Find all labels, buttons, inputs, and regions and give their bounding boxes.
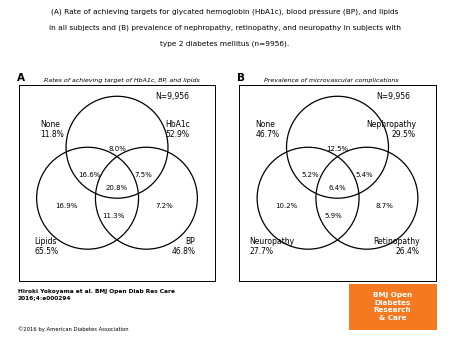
Text: 20.8%: 20.8% <box>106 186 128 191</box>
Text: 7.2%: 7.2% <box>155 203 173 209</box>
Text: A: A <box>17 73 25 83</box>
Text: 11.3%: 11.3% <box>102 213 124 219</box>
Text: Hiroki Yokoyama et al. BMJ Open Diab Res Care
2016;4:e000294: Hiroki Yokoyama et al. BMJ Open Diab Res… <box>18 289 175 300</box>
Text: 11.8%: 11.8% <box>40 129 64 139</box>
Text: 16.9%: 16.9% <box>55 203 77 209</box>
Text: 8.7%: 8.7% <box>376 203 393 209</box>
Text: None: None <box>255 120 275 129</box>
Text: 27.7%: 27.7% <box>249 247 273 256</box>
Text: Nephropathy: Nephropathy <box>366 120 416 129</box>
Text: 12.5%: 12.5% <box>326 146 349 152</box>
Text: 29.5%: 29.5% <box>392 129 416 139</box>
Text: type 2 diabetes mellitus (n=9956).: type 2 diabetes mellitus (n=9956). <box>160 41 290 47</box>
Text: in all subjects and (B) prevalence of nephropathy, retinopathy, and neuropathy i: in all subjects and (B) prevalence of ne… <box>49 25 401 31</box>
Text: BMJ Open
Diabetes
Research
& Care: BMJ Open Diabetes Research & Care <box>373 292 412 321</box>
Text: 5.9%: 5.9% <box>325 213 342 219</box>
Text: None: None <box>40 120 60 129</box>
Text: B: B <box>237 73 245 83</box>
Text: Retinopathy: Retinopathy <box>373 237 420 246</box>
Text: (A) Rate of achieving targets for glycated hemoglobin (HbA1c), blood pressure (B: (A) Rate of achieving targets for glycat… <box>51 8 399 15</box>
Text: 5.4%: 5.4% <box>355 172 373 178</box>
Text: ©2016 by American Diabetes Association: ©2016 by American Diabetes Association <box>18 326 129 332</box>
Text: 26.4%: 26.4% <box>396 247 420 256</box>
Text: 46.8%: 46.8% <box>171 247 195 256</box>
Text: 7.5%: 7.5% <box>135 172 153 178</box>
Text: 6.4%: 6.4% <box>328 186 346 191</box>
Text: Prevalence of microvascular complications: Prevalence of microvascular complication… <box>264 78 399 83</box>
Text: 52.9%: 52.9% <box>166 129 189 139</box>
Text: BP: BP <box>186 237 195 246</box>
Text: Rates of achieving target of HbA1c, BP, and lipids: Rates of achieving target of HbA1c, BP, … <box>44 78 199 83</box>
Text: N=9,956: N=9,956 <box>376 92 410 101</box>
Text: 10.2%: 10.2% <box>275 203 297 209</box>
Text: 65.5%: 65.5% <box>35 247 59 256</box>
Text: HbA1c: HbA1c <box>165 120 189 129</box>
Text: 16.6%: 16.6% <box>78 172 101 178</box>
Text: N=9,956: N=9,956 <box>156 92 189 101</box>
Text: Neuropathy: Neuropathy <box>249 237 294 246</box>
Text: 5.2%: 5.2% <box>301 172 319 178</box>
Text: 46.7%: 46.7% <box>255 129 279 139</box>
Text: Lipids: Lipids <box>35 237 57 246</box>
Text: 8.0%: 8.0% <box>108 146 126 152</box>
